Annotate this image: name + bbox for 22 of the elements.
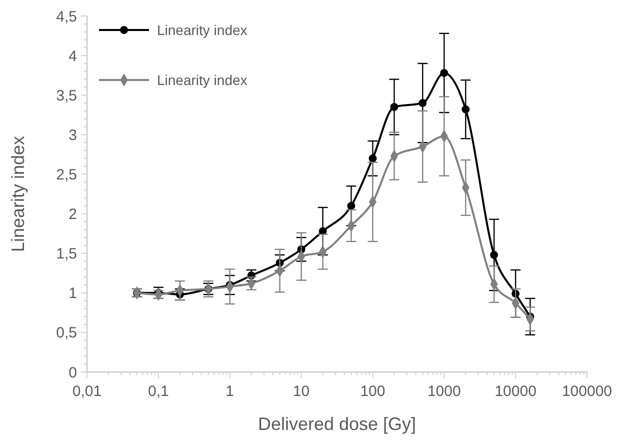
y-tick-label: 1,5 xyxy=(56,246,77,263)
y-axis-title: Linearity index xyxy=(8,136,28,252)
legend-label: Linearity index xyxy=(157,22,248,38)
y-tick-label: 2 xyxy=(68,206,77,224)
x-tick-label: 10000 xyxy=(494,383,536,400)
x-axis-title: Delivered dose [Gy] xyxy=(258,414,416,434)
x-tick-label: 1 xyxy=(226,383,234,400)
y-tick-label: 0,5 xyxy=(56,324,77,342)
y-tick-label: 4 xyxy=(68,48,77,65)
y-tick-label: 0 xyxy=(68,364,77,382)
x-tick-label: 10 xyxy=(292,383,310,400)
y-tick-label: 3,5 xyxy=(56,87,77,104)
y-tick-label: 3 xyxy=(68,126,77,144)
x-tick-label: 0,1 xyxy=(148,383,169,400)
y-tick-label: 1 xyxy=(68,285,77,302)
x-tick-label: 100 xyxy=(360,383,386,400)
x-tick-label: 1000 xyxy=(427,383,461,400)
y-tick-label: 2,5 xyxy=(56,166,77,184)
x-tick-label: 0,01 xyxy=(72,383,102,400)
x-tick-label: 100000 xyxy=(562,383,612,400)
y-tick-label: 4,5 xyxy=(56,8,77,26)
legend-label: Linearity index xyxy=(157,72,248,88)
